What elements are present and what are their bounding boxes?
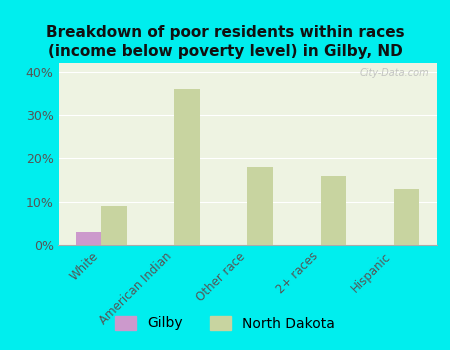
- Bar: [76, 232, 101, 245]
- Legend: Gilby, North Dakota: Gilby, North Dakota: [109, 310, 341, 336]
- Bar: [101, 206, 127, 245]
- Bar: [320, 176, 346, 245]
- Bar: [394, 189, 419, 245]
- Bar: [175, 89, 200, 245]
- Text: Breakdown of poor residents within races
(income below poverty level) in Gilby, : Breakdown of poor residents within races…: [46, 25, 404, 59]
- Bar: [248, 167, 273, 245]
- Text: City-Data.com: City-Data.com: [359, 69, 429, 78]
